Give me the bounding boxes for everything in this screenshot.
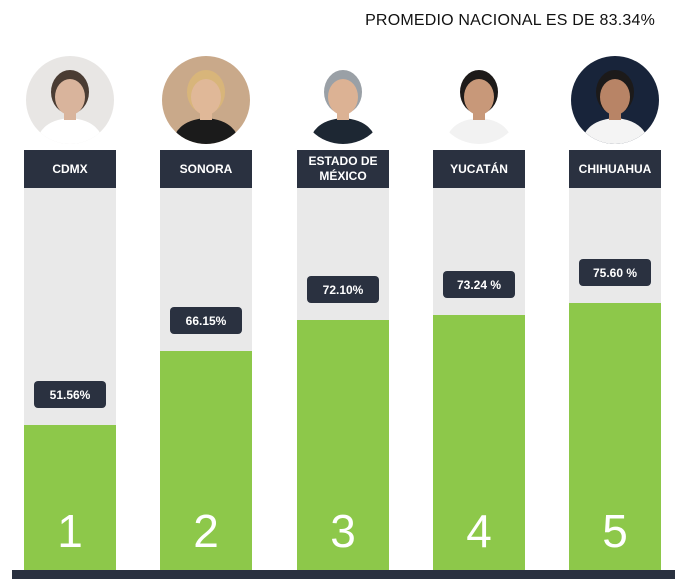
data-label: 66.15% [170, 307, 242, 334]
bar: 2 [160, 351, 252, 570]
category-label: YUCATÁN [433, 150, 525, 188]
portrait-photo-icon [162, 56, 250, 144]
data-label: 51.56% [34, 381, 106, 408]
bar-track: 3 72.10% [297, 188, 389, 570]
portrait-photo-icon [435, 56, 523, 144]
bar-column: YUCATÁN 4 73.24 % [433, 0, 525, 579]
bar-column: CDMX 1 51.56% [24, 0, 116, 579]
category-label: CDMX [24, 150, 116, 188]
data-label: 73.24 % [443, 271, 515, 298]
rank-number: 3 [330, 505, 356, 557]
data-label: 72.10% [307, 276, 379, 303]
data-label: 75.60 % [579, 259, 651, 286]
bar: 4 [433, 315, 525, 570]
rank-number: 1 [57, 505, 83, 557]
rank-number: 2 [193, 505, 219, 557]
bar-track: 2 66.15% [160, 188, 252, 570]
bar-track: 1 51.56% [24, 188, 116, 570]
bar-track: 5 75.60 % [569, 188, 661, 570]
portrait-photo-icon [299, 56, 387, 144]
category-label: CHIHUAHUA [569, 150, 661, 188]
category-label: SONORA [160, 150, 252, 188]
chart-title: PROMEDIO NACIONAL ES DE 83.34% [365, 12, 655, 29]
bar: 1 [24, 425, 116, 570]
bar: 5 [569, 303, 661, 570]
rank-number: 5 [602, 505, 628, 557]
portrait-photo-icon [26, 56, 114, 144]
bar-column: CHIHUAHUA 5 75.60 % [569, 0, 661, 579]
portrait-photo-icon [571, 56, 659, 144]
bar: 3 [297, 320, 389, 570]
baseline [12, 570, 675, 579]
category-label: ESTADO DE MÉXICO [297, 150, 389, 188]
bar-column: ESTADO DE MÉXICO 3 72.10% [297, 0, 389, 579]
rank-number: 4 [466, 505, 492, 557]
bar-track: 4 73.24 % [433, 188, 525, 570]
bar-column: SONORA 2 66.15% [160, 0, 252, 579]
